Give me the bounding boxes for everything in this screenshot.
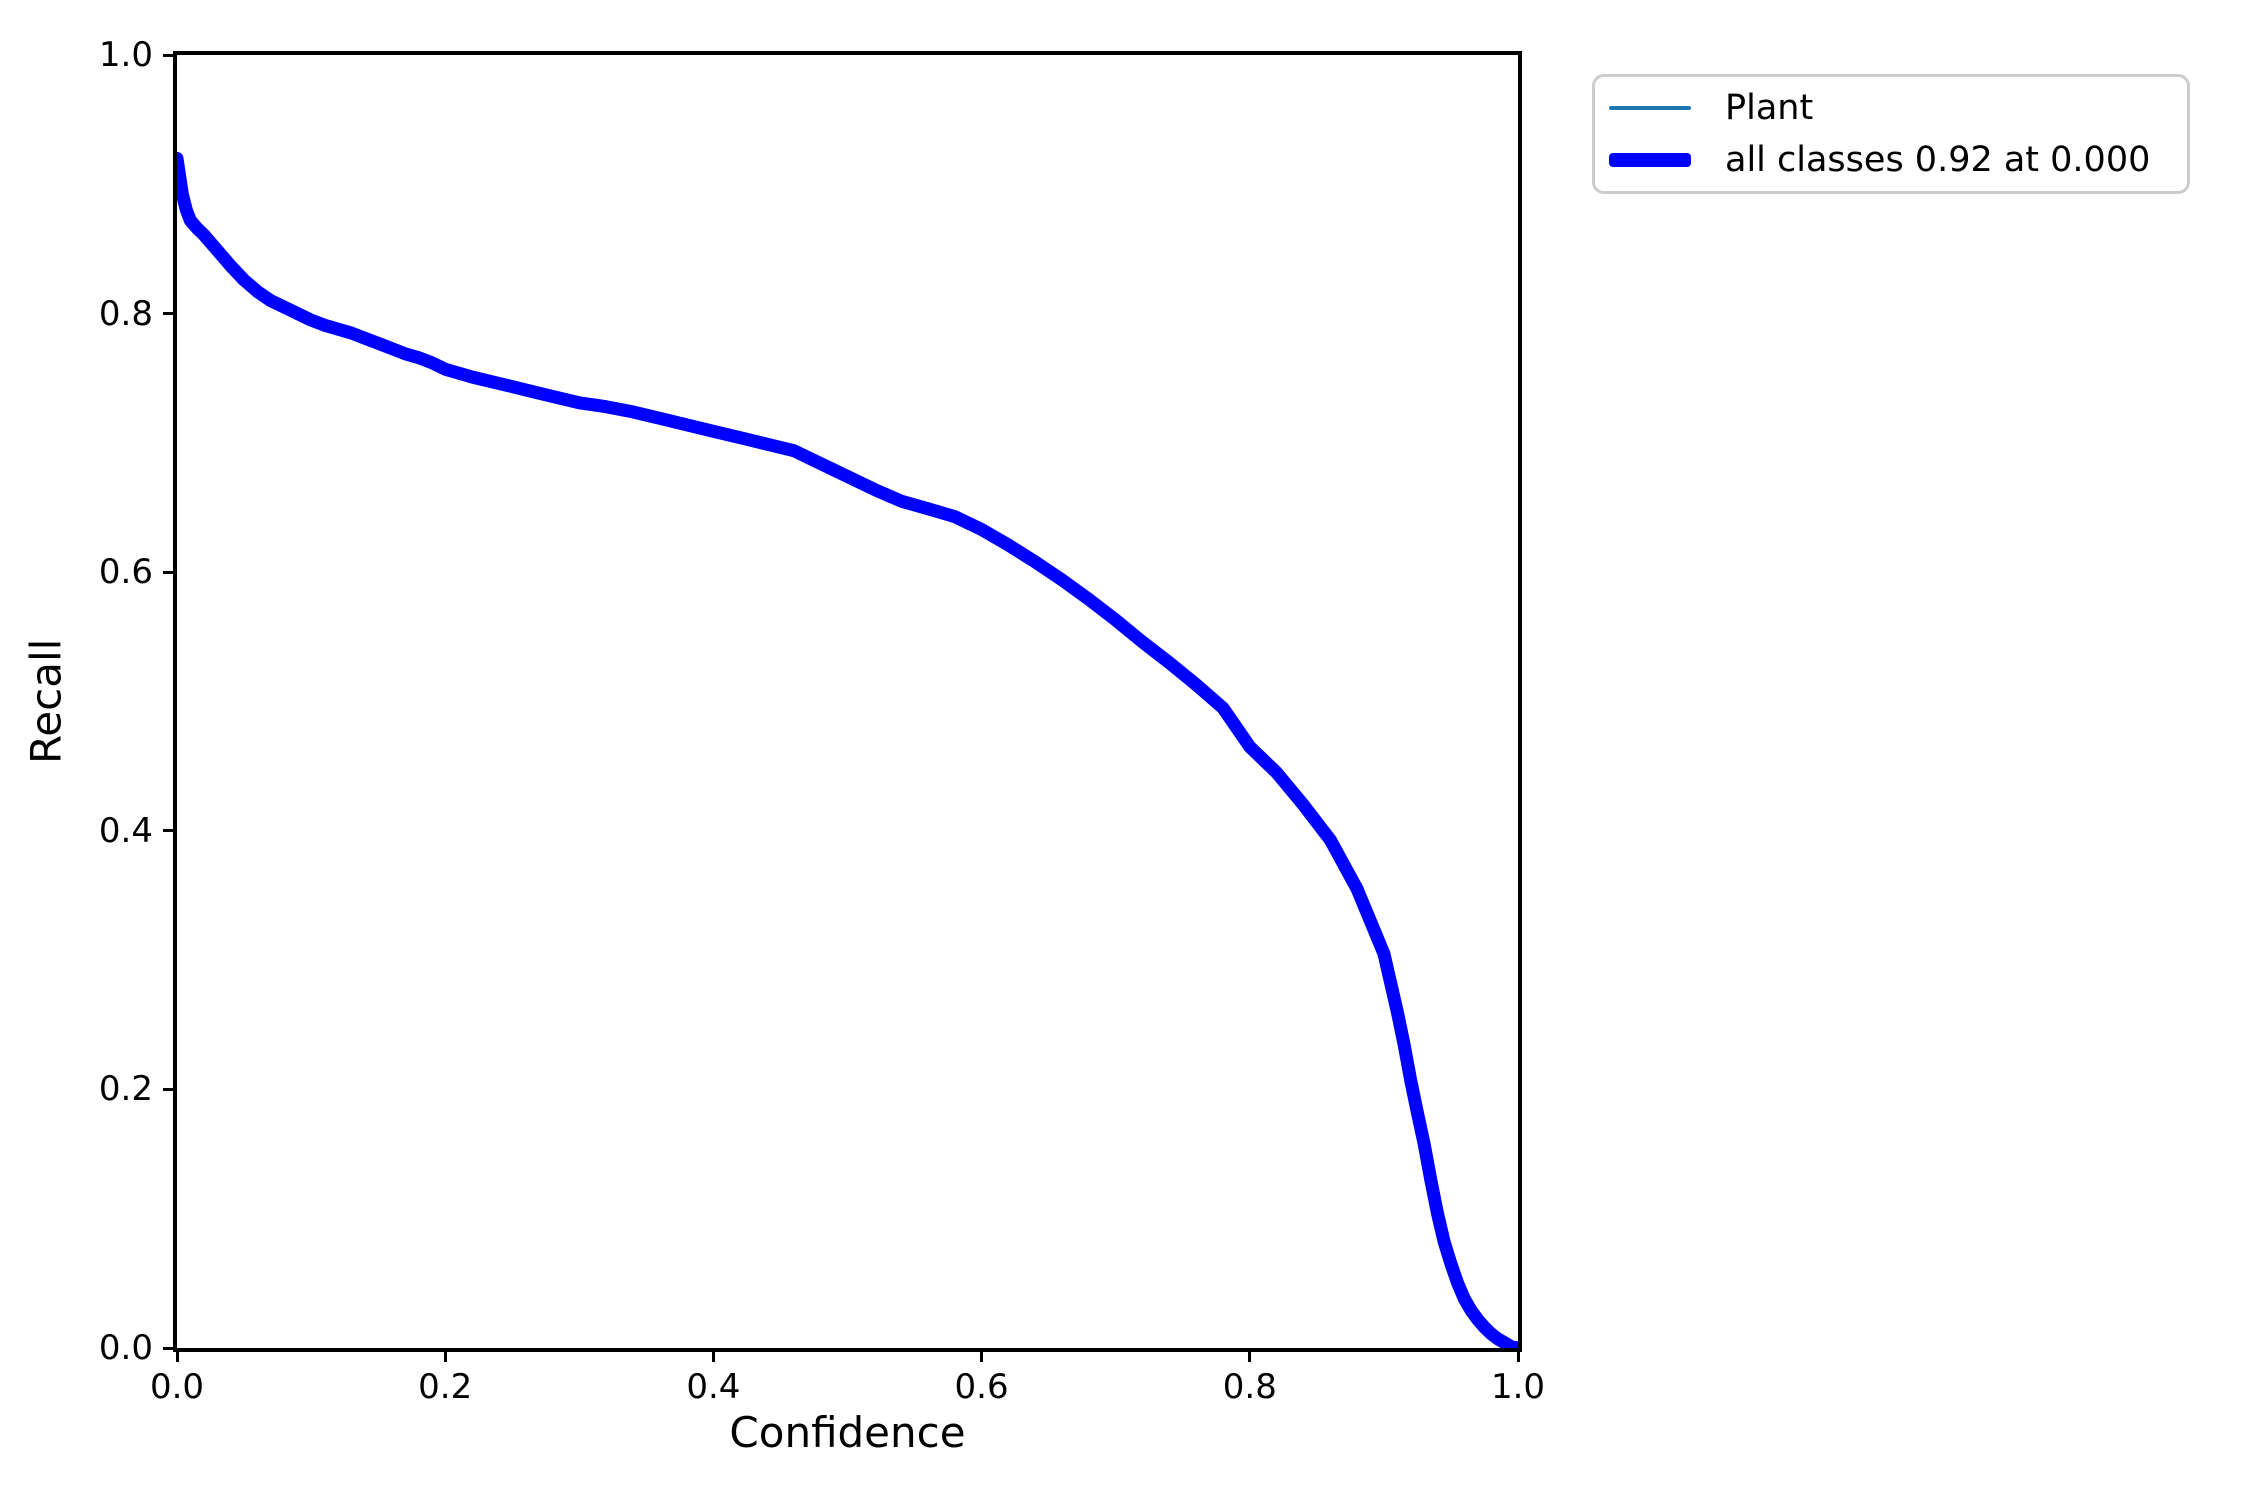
plot-area (173, 51, 1522, 1352)
x-tick-label: 0.0 (149, 1367, 205, 1407)
x-tick-label: 0.4 (686, 1367, 741, 1407)
x-tick-label: 0.6 (954, 1367, 1009, 1407)
x-tick-mark (1516, 1348, 1520, 1362)
x-tick-mark (980, 1348, 984, 1362)
legend-item-all-classes: all classes 0.92 at 0.000 (1609, 140, 2187, 180)
recall-curve-svg (177, 151, 1518, 1348)
all-classes-line-swatch-icon (1609, 152, 1691, 167)
y-tick-mark (163, 53, 177, 57)
y-tick-label: 0.0 (98, 1328, 153, 1368)
plant-line-swatch-icon (1609, 106, 1691, 111)
x-axis-label: Confidence (729, 1408, 966, 1457)
y-tick-label: 0.8 (98, 293, 153, 334)
x-tick-mark (1248, 1348, 1252, 1362)
y-tick-mark (163, 570, 177, 574)
y-tick-label: 0.2 (98, 1069, 153, 1110)
x-tick-mark (443, 1348, 447, 1362)
x-tick-label: 1.0 (1490, 1367, 1546, 1407)
x-tick-label: 0.8 (1222, 1367, 1277, 1407)
legend-label-plant: Plant (1725, 88, 1814, 129)
legend-item-plant: Plant (1609, 88, 2187, 128)
legend: Plant all classes 0.92 at 0.000 (1592, 74, 2190, 194)
x-tick-label: 0.2 (418, 1367, 473, 1407)
y-tick-label: 1.0 (98, 35, 153, 75)
y-tick-label: 0.4 (98, 810, 153, 851)
legend-label-all-classes: all classes 0.92 at 0.000 (1725, 139, 2151, 180)
y-axis-label: Recall (21, 638, 71, 765)
series-line-all (177, 151, 1518, 1348)
y-tick-mark (163, 312, 177, 316)
x-tick-mark (711, 1348, 715, 1362)
y-tick-label: 0.6 (98, 552, 153, 593)
y-tick-mark (163, 1346, 177, 1350)
x-tick-mark (175, 1348, 179, 1362)
y-tick-mark (163, 1087, 177, 1091)
y-tick-mark (163, 829, 177, 833)
